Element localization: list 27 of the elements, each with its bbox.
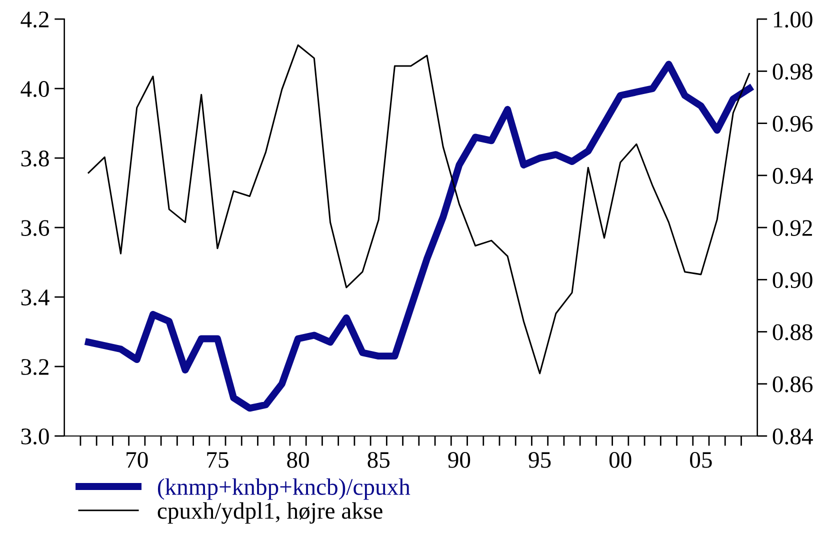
y-tick-label: 4.2 <box>20 12 48 28</box>
x-tick-label: 05 <box>690 452 712 468</box>
y2-tick-label: 0.98 <box>772 64 812 80</box>
x-tick-label: 75 <box>207 452 228 468</box>
y-tick-label: 3.8 <box>21 150 49 167</box>
y2-tick-label: 0.90 <box>772 272 812 288</box>
line-series <box>88 44 750 374</box>
y2-tick-label: 0.94 <box>772 168 813 184</box>
x-tick-label: 00 <box>609 452 632 468</box>
x-tick-label: 80 <box>287 452 309 468</box>
y-tick-label: 3.6 <box>21 220 50 236</box>
x-tick-label: 95 <box>528 452 551 468</box>
x-tick-label: 90 <box>448 452 470 468</box>
y-tick-label: 3.0 <box>21 428 49 445</box>
y2-tick-label: 0.96 <box>772 116 813 132</box>
y-tick-label: 4.0 <box>20 81 49 98</box>
y2-tick-label: 1.00 <box>774 12 812 28</box>
y2-tick-label: 0.88 <box>772 324 812 340</box>
y-tick-label: 3.2 <box>21 359 48 376</box>
x-tick-label: 85 <box>368 452 390 468</box>
legend-label: cpuxh/ydpl1, højre akse <box>158 502 382 524</box>
y2-tick-label: 0.92 <box>772 220 812 236</box>
legend-label: (knmp+knbp+kncb)/cpuxh <box>158 478 410 500</box>
x-tick-label: 70 <box>126 452 148 468</box>
y2-tick-label: 0.84 <box>772 428 813 445</box>
y2-tick-label: 0.86 <box>772 376 813 392</box>
y-tick-label: 3.4 <box>21 290 50 306</box>
